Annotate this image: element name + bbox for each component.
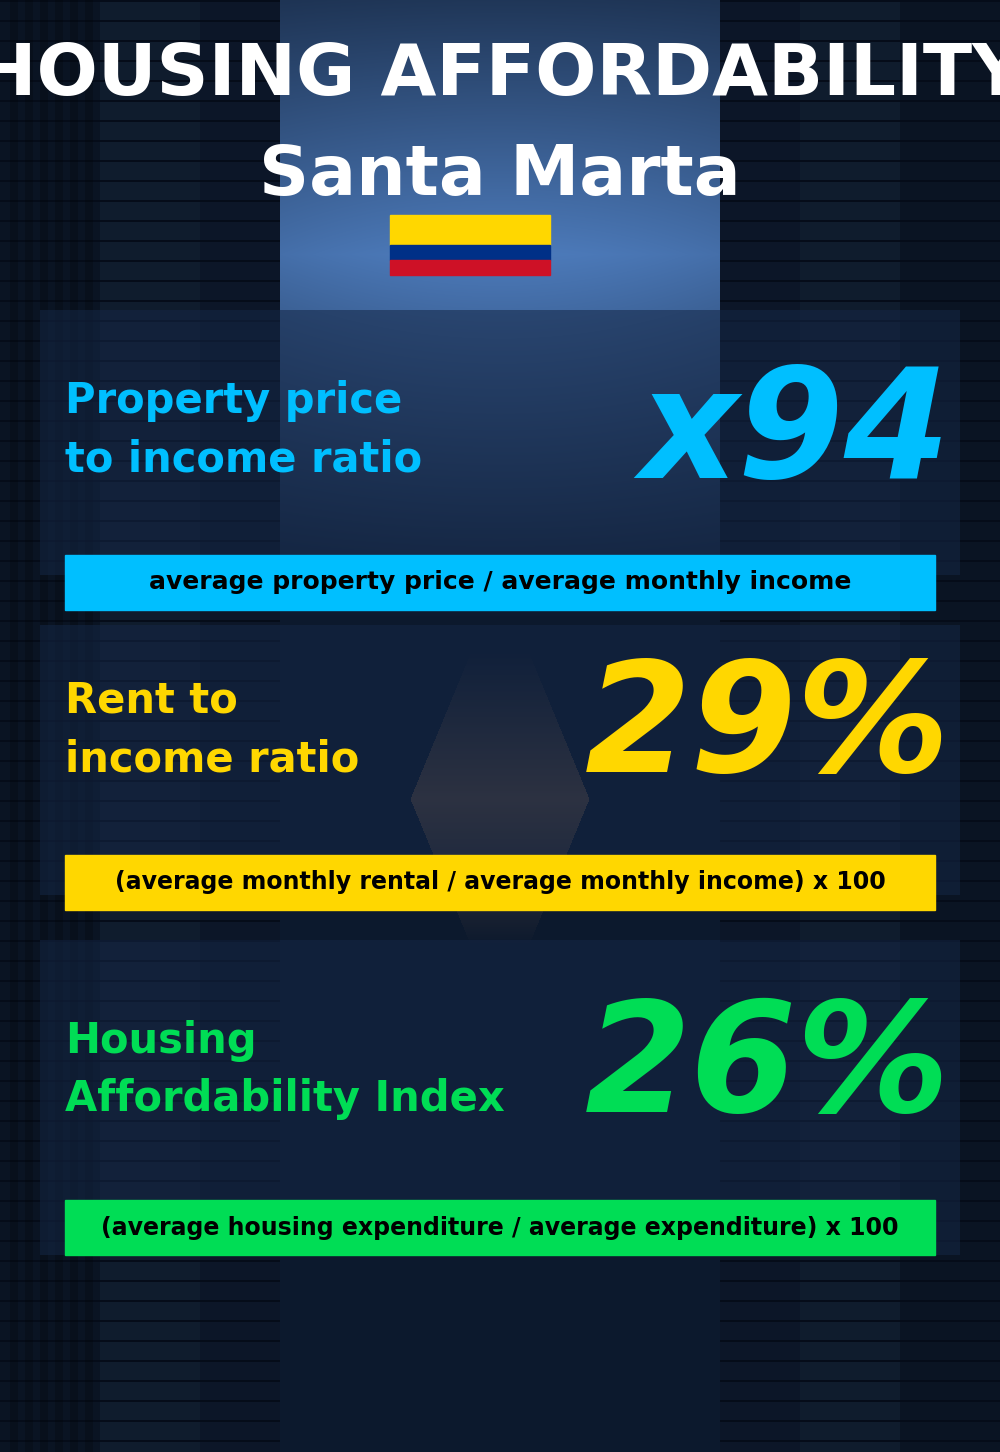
Bar [390, 215, 550, 245]
Bar [65, 555, 935, 610]
Bar [390, 245, 550, 260]
Text: HOUSING AFFORDABILITY: HOUSING AFFORDABILITY [0, 41, 1000, 109]
Text: Housing
Affordability Index: Housing Affordability Index [65, 1019, 505, 1121]
Text: 29%: 29% [584, 655, 950, 804]
Bar [65, 855, 935, 910]
Bar [65, 1199, 935, 1255]
Text: 26%: 26% [584, 996, 950, 1144]
Text: Santa Marta: Santa Marta [259, 141, 741, 209]
Text: Rent to
income ratio: Rent to income ratio [65, 680, 359, 780]
Text: (average monthly rental / average monthly income) x 100: (average monthly rental / average monthl… [115, 871, 885, 894]
Text: (average housing expenditure / average expenditure) x 100: (average housing expenditure / average e… [101, 1215, 899, 1240]
Text: Property price
to income ratio: Property price to income ratio [65, 380, 422, 481]
Bar [390, 260, 550, 274]
Text: average property price / average monthly income: average property price / average monthly… [149, 571, 851, 594]
Text: x94: x94 [639, 360, 950, 510]
